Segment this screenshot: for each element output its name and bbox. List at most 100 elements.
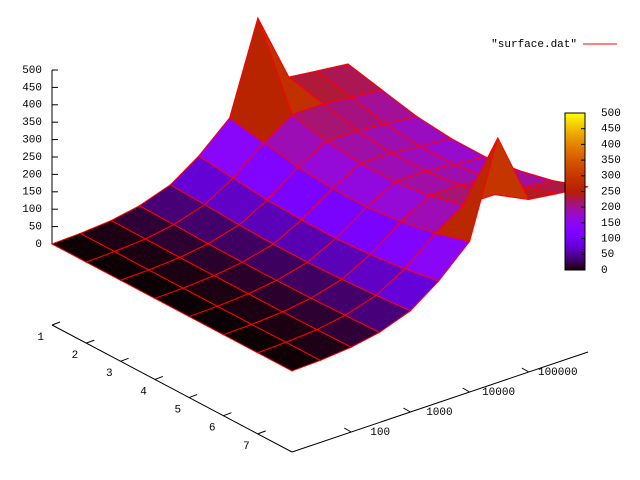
y-tick (343, 427, 352, 433)
x-tick-label: 4 (140, 386, 147, 398)
y-tick (521, 367, 530, 373)
x-tick-label: 1 (37, 332, 44, 344)
surface (50, 16, 589, 372)
x-axis (51, 324, 293, 453)
colorbox-tick-label: 400 (601, 139, 621, 151)
colorbox-band (565, 183, 585, 187)
colorbox-band (565, 250, 585, 253)
x-tick (188, 394, 198, 399)
colorbox-band (565, 142, 585, 145)
colorbox-band (565, 148, 585, 151)
x-tick (223, 412, 232, 417)
colorbox-band (565, 207, 585, 210)
colorbox-band (565, 154, 585, 157)
colorbox-band (565, 160, 585, 163)
z-tick-label: 100 (22, 204, 42, 216)
colorbox-tick-label: 100 (601, 234, 621, 246)
x-tick-label: 7 (243, 441, 250, 453)
surface-patch (256, 341, 322, 372)
z-tick-label: 200 (22, 169, 42, 181)
colorbox-band (565, 175, 585, 179)
colorbox-band (565, 248, 585, 251)
colorbox-band (565, 215, 585, 218)
x-tick (257, 430, 266, 435)
colorbox-band (565, 150, 585, 153)
x-tick-label: 5 (175, 404, 182, 416)
colorbox-band (565, 236, 585, 240)
colorbox-band (565, 246, 585, 249)
colorbox-band (565, 220, 585, 224)
colorbox-band (565, 162, 585, 165)
colorbox-band (565, 238, 585, 242)
colorbox-band (565, 203, 585, 206)
colorbox-tick-label: 150 (601, 218, 621, 230)
colorbox-band (565, 262, 585, 265)
colorbox-band (565, 134, 585, 138)
y-tick-label: 100 (370, 427, 390, 439)
colorbox-tick-label: 50 (601, 249, 614, 261)
colorbox-band (565, 222, 585, 226)
colorbox-band (565, 260, 585, 263)
colorbox-band (565, 264, 585, 267)
x-tick-label: 3 (106, 368, 113, 380)
colorbox-band (565, 130, 585, 134)
z-tick-label: 350 (22, 117, 42, 129)
colorbox-band (565, 114, 585, 118)
colorbox-band (565, 158, 585, 161)
y-tick (403, 407, 411, 413)
colorbox-band (565, 217, 585, 220)
colorbox-band (565, 224, 585, 228)
colorbox-tick-label: 250 (601, 186, 621, 198)
z-tick-label: 300 (22, 135, 42, 147)
colorbox-band (565, 181, 585, 185)
colorbox-band (565, 189, 585, 192)
colorbox-band (565, 164, 585, 167)
z-tick-label: 150 (22, 187, 42, 199)
colorbox-band (565, 171, 585, 175)
legend-label: "surface.dat" (491, 39, 577, 51)
colorbox-band (565, 234, 585, 238)
colorbox-band (565, 201, 585, 204)
y-tick-label: 100000 (538, 367, 578, 379)
colorbox-band (565, 126, 585, 130)
colorbox-band (565, 199, 585, 202)
colorbox-band (565, 136, 585, 140)
colorbox-band (565, 213, 585, 216)
colorbox-band (565, 122, 585, 126)
colorbox-band (565, 193, 585, 196)
colorbox-tick-label: 450 (601, 124, 621, 136)
z-tick-label: 50 (29, 222, 42, 234)
colorbox-band (565, 118, 585, 122)
z-tick-label: 450 (22, 82, 42, 94)
colorbox-band (565, 132, 585, 136)
colorbox-band (565, 254, 585, 257)
colorbox-tick-label: 0 (601, 265, 608, 277)
x-tick (154, 375, 164, 380)
z-tick-label: 250 (22, 152, 42, 164)
colorbox-tick-label: 350 (601, 155, 621, 167)
x-tick (86, 339, 95, 344)
colorbox-band (565, 226, 585, 230)
colorbox-band (565, 165, 585, 169)
colorbox-band (565, 185, 585, 189)
colorbox-band (565, 228, 585, 232)
y-tick-label: 10000 (482, 387, 515, 399)
colorbox-band (565, 252, 585, 255)
colorbox-band (565, 179, 585, 183)
colorbox-band (565, 266, 585, 269)
colorbox-band (565, 232, 585, 236)
colorbox-band (565, 116, 585, 120)
colorbox-band (565, 242, 585, 245)
z-tick-label: 500 (22, 65, 42, 77)
z-tick-label: 0 (35, 239, 42, 251)
colorbox-band (565, 209, 585, 212)
colorbox-band (565, 152, 585, 155)
y-tick-label: 1000 (426, 407, 452, 419)
colorbox-band (565, 138, 585, 141)
x-tick (51, 321, 61, 326)
colorbox-band (565, 268, 585, 271)
y-tick (462, 387, 470, 393)
colorbox-band (565, 128, 585, 132)
colorbox-band (565, 124, 585, 128)
